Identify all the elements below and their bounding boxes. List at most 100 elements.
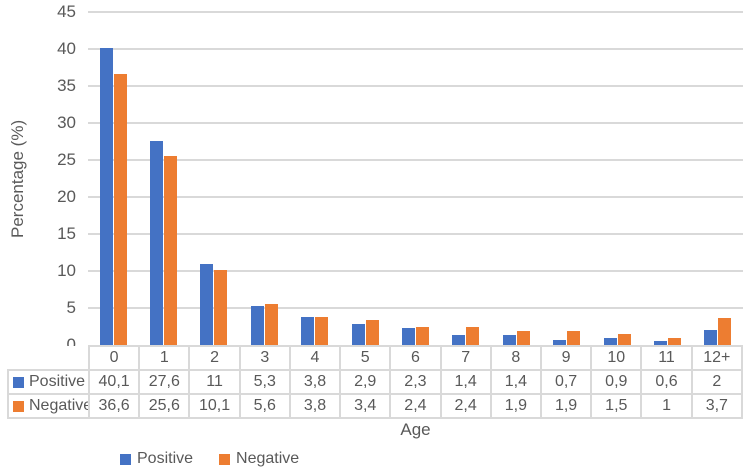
bar-negative-age-8 [516, 330, 530, 345]
table-header-row: 0 1 2 3 4 5 6 7 8 9 10 11 12+ [8, 345, 744, 371]
gridline-25 [88, 159, 743, 161]
table-cell-positive-age-7: 1,4 [439, 369, 492, 395]
bar-positive-age-6 [402, 327, 415, 345]
table-cell-negative-age-2: 10,1 [188, 393, 241, 419]
table-header-age-11: 11 [640, 345, 693, 371]
bar-negative-age-2 [214, 270, 228, 345]
legend-label: Negative [236, 450, 300, 467]
bar-negative-age-4 [315, 316, 329, 345]
data-table: 0 1 2 3 4 5 6 7 8 9 10 11 12+ Positive 40,1 27,6 11 5,3 3,… [7, 345, 744, 419]
series-name-label: Negative [29, 397, 89, 414]
y-tick-label-45: 45 [57, 2, 76, 21]
negative-swatch-icon [13, 400, 24, 412]
bar-positive-age-3 [250, 305, 264, 345]
table-cell-positive-age-3: 5,3 [238, 369, 291, 395]
table-cell-negative-age-9: 1,9 [539, 393, 593, 419]
table-cell-negative-age-7: 2,4 [439, 393, 492, 419]
bar-positive-age-1 [150, 140, 164, 345]
x-axis-title: Age [400, 420, 431, 439]
table-cell-negative-age-3: 5,6 [238, 393, 291, 419]
y-tick-label-35: 35 [57, 76, 76, 95]
gridline-30 [88, 122, 743, 124]
table-header-age-0: 0 [87, 345, 141, 371]
y-tick-label-10: 10 [57, 261, 76, 280]
y-tick-label-5: 5 [66, 298, 76, 317]
table-row-label-positive: Positive [7, 369, 90, 395]
legend-item-negative: Negative [219, 450, 299, 468]
y-tick-label-40: 40 [57, 39, 76, 58]
table-row-negative: Negative 36,6 25,6 10,1 5,6 3,8 3,4 2,4 2,4 1,9 1,… [7, 393, 744, 419]
bar-positive-age-12+ [704, 330, 718, 345]
table-cell-negative-age-8: 1,9 [489, 393, 542, 419]
negative-legend-swatch-icon [219, 453, 231, 465]
table-header-age-10: 10 [590, 345, 643, 371]
table-header-age-4: 4 [288, 345, 342, 371]
bar-negative-age-5 [365, 319, 379, 345]
table-header-age-2: 2 [188, 345, 241, 371]
gridline-45 [88, 11, 743, 13]
y-tick-label-30: 30 [57, 113, 76, 132]
table-header-age-9: 9 [539, 345, 593, 371]
gridline-5 [88, 307, 743, 309]
bar-negative-age-9 [567, 330, 581, 345]
bar-negative-age-11 [667, 337, 681, 345]
bar-positive-age-9 [553, 339, 567, 345]
bar-negative-age-0 [113, 74, 127, 345]
bar-negative-age-1 [164, 155, 178, 345]
y-axis-title: Percentage (%) [8, 119, 27, 238]
gridline-10 [88, 270, 743, 272]
table-cell-positive-age-4: 3,8 [288, 369, 342, 395]
table-cell-negative-age-1: 25,6 [138, 393, 191, 419]
table-header-age-3: 3 [238, 345, 291, 371]
table-cell-negative-age-5: 3,4 [339, 393, 392, 419]
table-cell-positive-age-12+: 2 [690, 369, 744, 395]
bar-positive-age-11 [653, 340, 667, 345]
legend: Positive Negative [120, 450, 299, 468]
gridline-15 [88, 233, 743, 235]
y-tick-label-20: 20 [57, 187, 76, 206]
bar-positive-age-2 [200, 263, 214, 345]
table-row-label-negative: Negative [7, 393, 90, 419]
legend-item-positive: Positive [120, 450, 193, 468]
plot-area [88, 11, 743, 345]
table-cell-positive-age-0: 40,1 [87, 369, 141, 395]
table-cell-negative-age-4: 3,8 [288, 393, 342, 419]
table-header-age-1: 1 [138, 345, 191, 371]
y-tick-label-0: 0 [66, 335, 76, 354]
bar-positive-age-8 [502, 334, 516, 345]
table-cell-positive-age-9: 0,7 [539, 369, 593, 395]
gridline-40 [88, 48, 743, 50]
bar-negative-age-3 [264, 303, 278, 345]
bar-negative-age-7 [466, 327, 480, 345]
table-cell-negative-age-11: 1 [640, 393, 693, 419]
table-cell-negative-age-6: 2,4 [389, 393, 442, 419]
y-tick-label-25: 25 [57, 150, 76, 169]
bar-positive-age-10 [603, 338, 617, 345]
bar-negative-age-10 [617, 333, 631, 345]
bar-positive-age-5 [351, 323, 365, 345]
table-header-age-8: 8 [489, 345, 542, 371]
positive-legend-swatch-icon [120, 453, 131, 465]
table-cell-positive-age-1: 27,6 [138, 369, 191, 395]
y-tick-label-15: 15 [57, 224, 76, 243]
bar-positive-age-4 [301, 316, 315, 345]
bar-positive-age-0 [99, 48, 113, 345]
table-stub-cell [8, 346, 89, 370]
table-header-age-12+: 12+ [690, 345, 744, 371]
table-cell-positive-age-2: 11 [188, 369, 241, 395]
bar-positive-age-7 [452, 334, 466, 345]
series-name-label: Positive [29, 373, 86, 390]
gridline-35 [88, 85, 743, 87]
bar-negative-age-6 [416, 327, 429, 345]
table-cell-negative-age-12+: 3,7 [690, 393, 744, 419]
table-cell-negative-age-10: 1,5 [590, 393, 643, 419]
bar-negative-age-12+ [718, 317, 732, 345]
table-cell-positive-age-10: 0,9 [590, 369, 643, 395]
positive-swatch-icon [13, 376, 24, 388]
table-header-age-5: 5 [339, 345, 392, 371]
table-cell-negative-age-0: 36,6 [87, 393, 141, 419]
table-cell-positive-age-6: 2,3 [389, 369, 442, 395]
table-cell-positive-age-8: 1,4 [489, 369, 542, 395]
gridline-20 [88, 196, 743, 198]
